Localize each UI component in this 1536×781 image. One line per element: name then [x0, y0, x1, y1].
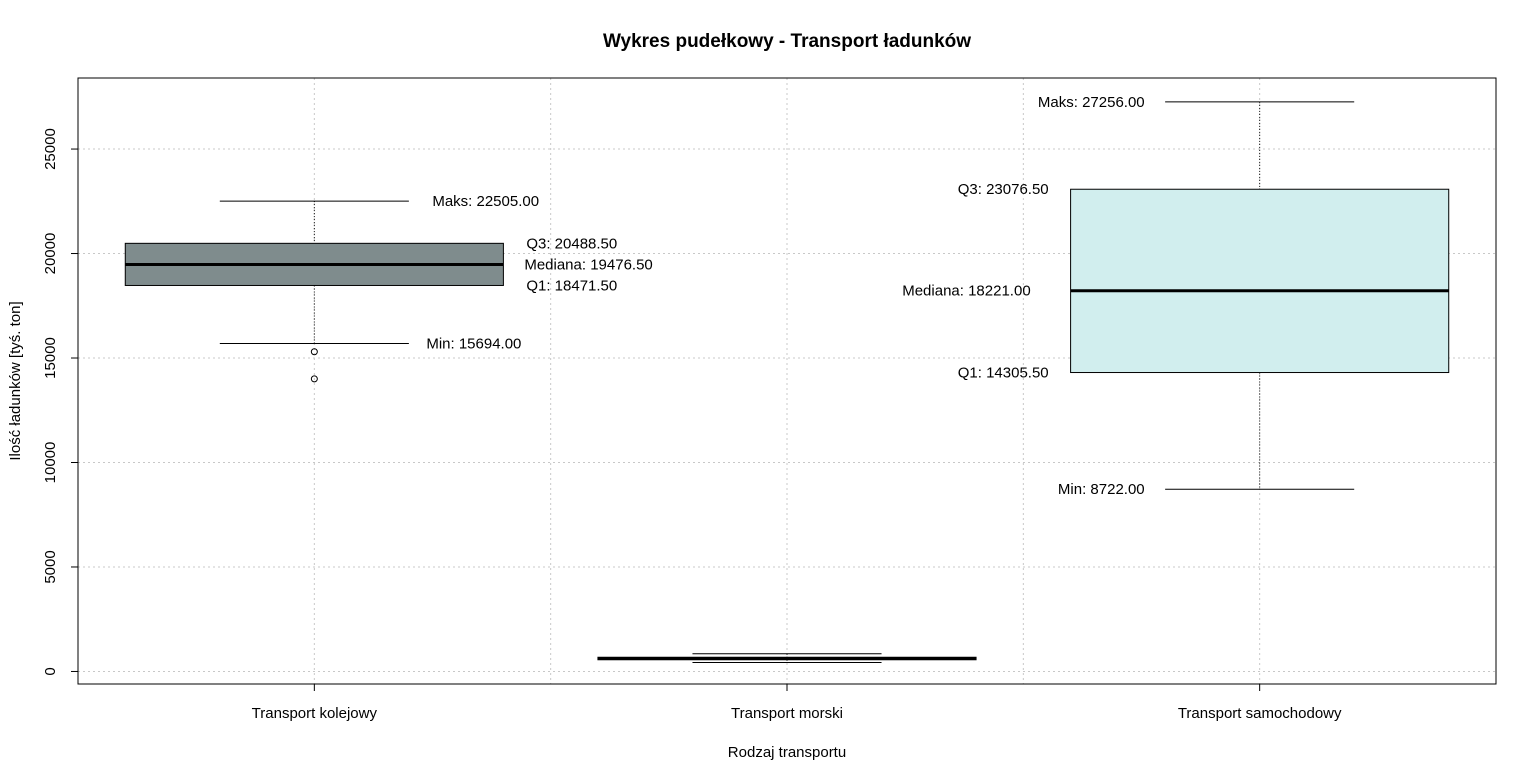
- annotation-q1-kolejowy: Q1: 18471.50: [526, 277, 617, 294]
- y-tick-label: 10000: [42, 442, 59, 484]
- annotation-q3-kolejowy: Q3: 20488.50: [526, 235, 617, 252]
- annotation-q1-samochodowy: Q1: 14305.50: [958, 365, 1049, 382]
- y-tick-label: 5000: [42, 550, 59, 583]
- x-tick-label: Transport samochodowy: [1178, 705, 1342, 722]
- box-2: [597, 653, 977, 663]
- box-iqr: [1070, 188, 1450, 374]
- chart-title: Wykres pudełkowy - Transport ładunków: [603, 31, 971, 52]
- annotations: Maks: 22505.00 Q3: 20488.50 Mediana: 19476…: [426, 94, 1144, 498]
- outlier-point: [310, 375, 318, 383]
- box-3: [1070, 101, 1450, 490]
- annotation-q3-samochodowy: Q3: 23076.50: [958, 181, 1049, 198]
- annotation-median-kolejowy: Mediana: 19476.50: [524, 256, 652, 273]
- y-axis-label: Ilość ładunków [tyś. ton]: [7, 301, 24, 460]
- boxes: [124, 101, 1450, 663]
- annotation-max-samochodowy: Maks: 27256.00: [1038, 94, 1145, 111]
- outlier-point: [310, 348, 318, 356]
- box-1: [124, 200, 504, 383]
- annotation-median-samochodowy: Mediana: 18221.00: [902, 283, 1030, 300]
- y-tick-label: 0: [42, 667, 59, 675]
- grid: [78, 78, 1496, 684]
- y-axis: 0 5000 10000 15000 20000 25000: [42, 128, 78, 676]
- annotation-min-kolejowy: Min: 15694.00: [426, 336, 521, 353]
- y-tick-label: 20000: [42, 233, 59, 275]
- x-tick-label: Transport kolejowy: [252, 705, 378, 722]
- annotation-max-kolejowy: Maks: 22505.00: [432, 193, 539, 210]
- y-tick-label: 25000: [42, 128, 59, 170]
- x-axis-label: Rodzaj transportu: [728, 744, 846, 761]
- annotation-min-samochodowy: Min: 8722.00: [1058, 481, 1145, 498]
- y-tick-label: 15000: [42, 337, 59, 379]
- x-tick-label: Transport morski: [731, 705, 843, 722]
- x-axis: Transport kolejowy Transport morski Transp…: [252, 684, 1342, 722]
